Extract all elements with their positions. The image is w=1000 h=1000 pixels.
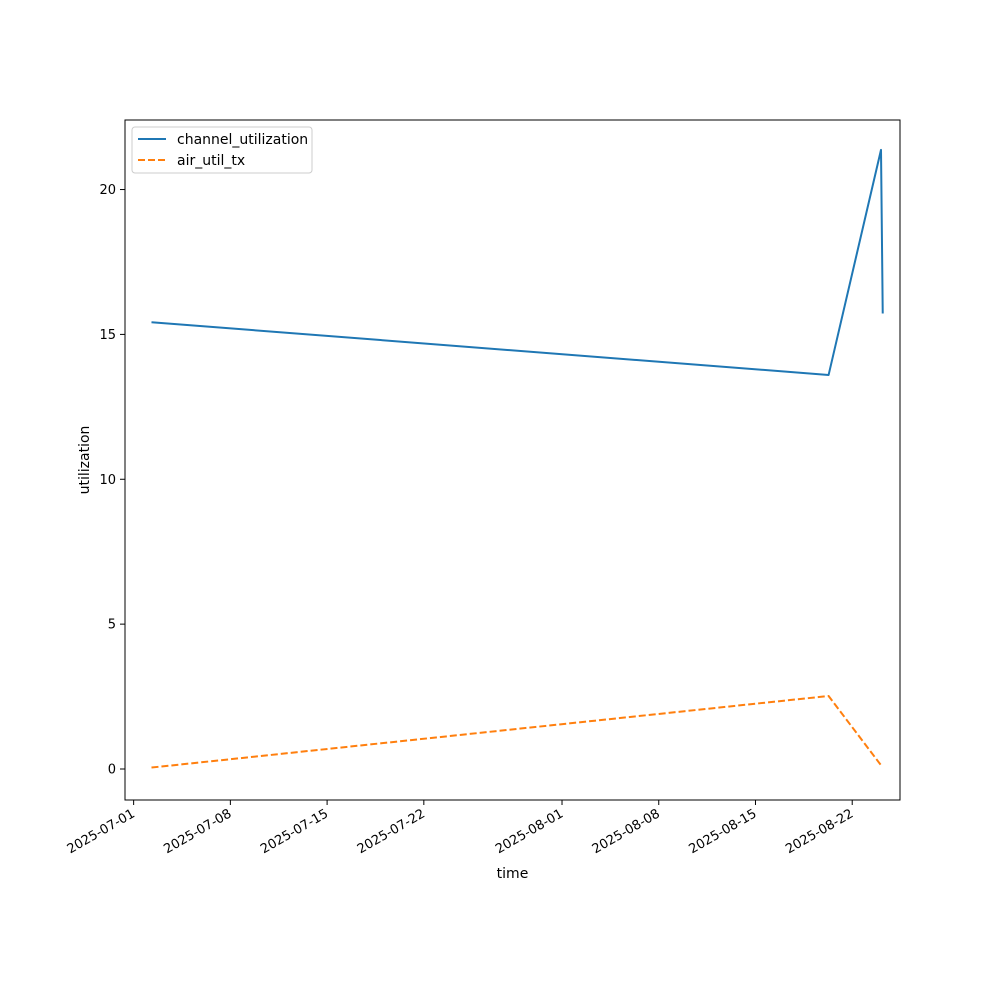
legend: channel_utilization air_util_tx: [131, 126, 313, 174]
x-tick-label: 2025-08-01: [493, 806, 566, 857]
x-tick-label: 2025-07-01: [65, 806, 138, 857]
y-axis-label: utilization: [77, 426, 93, 495]
x-tick-label: 2025-07-22: [355, 806, 428, 857]
legend-box: [131, 126, 313, 174]
x-tick-label: 2025-08-08: [590, 806, 663, 857]
x-axis: 2025-07-01 2025-07-08 2025-07-15 2025-07-22…: [65, 800, 856, 857]
y-tick-label: 5: [108, 618, 116, 633]
x-tick-label: 2025-08-22: [783, 806, 856, 857]
y-tick-label: 0: [108, 762, 116, 777]
x-tick-label: 2025-07-15: [258, 806, 331, 857]
series-line-channel-utilization: [151, 148, 884, 376]
legend-entry: channel_utilization: [177, 132, 308, 148]
x-axis-label: time: [497, 866, 529, 882]
series-line-air-util-tx: [151, 694, 882, 769]
x-tick-label: 2025-07-08: [161, 806, 234, 857]
plot-lines: [151, 148, 884, 769]
legend-entry: air_util_tx: [177, 153, 245, 169]
plot-frame: [124, 119, 901, 801]
y-axis: 0 5 10 15 20: [99, 183, 125, 777]
y-tick-label: 15: [99, 328, 116, 343]
x-tick-label: 2025-08-15: [687, 806, 760, 857]
y-tick-label: 20: [99, 183, 116, 198]
y-tick-label: 10: [99, 473, 116, 488]
